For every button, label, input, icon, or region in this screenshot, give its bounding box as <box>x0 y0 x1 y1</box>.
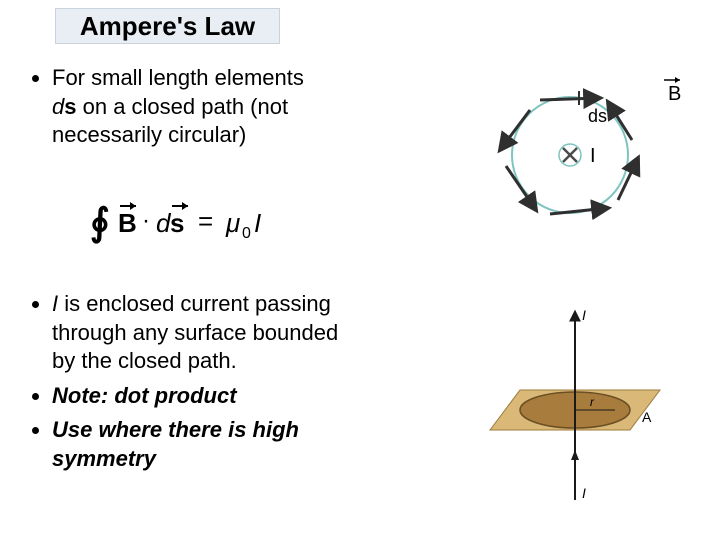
ampere-equation: ∮ B · d s = μ 0 I <box>90 190 320 260</box>
loop-diagram: ds B I <box>480 60 690 240</box>
ds-label: ds <box>588 106 607 126</box>
surface-diagram: r A I I <box>470 300 680 510</box>
bullet-ds-pre: For small length elements <box>52 65 304 90</box>
bullet-I-post: is enclosed current passing through any … <box>52 291 338 373</box>
tangent-arrow-ur <box>608 102 632 140</box>
eq-s: s <box>170 208 184 238</box>
bullet-symmetry: Use where there is high symmetry <box>52 416 360 473</box>
tangent-arrow-ll <box>506 166 536 210</box>
tangent-arrow-ul <box>500 110 530 150</box>
eq-I: I <box>254 208 261 238</box>
bullet-ds: For small length elements ds on a closed… <box>52 64 330 150</box>
bullet-dot-product: Note: dot product <box>52 382 360 411</box>
bullet-ds-d: d <box>52 94 64 119</box>
current-arrow-bottom <box>571 450 579 460</box>
eq-B: B <box>118 208 137 238</box>
slide-title: Ampere's Law <box>80 11 255 42</box>
bullet-ds-post: on a closed path (not necessarily circul… <box>52 94 288 148</box>
bullet-ds-s: s <box>64 94 76 119</box>
I-label: I <box>590 145 596 167</box>
eq-equals: = <box>198 206 213 236</box>
eq-mu: μ <box>225 208 240 238</box>
bullets-bottom: I is enclosed current passing through an… <box>30 290 360 480</box>
tangent-arrow-top <box>540 98 600 100</box>
bullet-enclosed-current: I is enclosed current passing through an… <box>52 290 360 376</box>
B-label: B <box>668 83 681 105</box>
I-label-top: I <box>582 307 586 323</box>
I-label-bottom: I <box>582 485 586 501</box>
title-bar: Ampere's Law <box>55 8 280 44</box>
A-label: A <box>642 409 652 425</box>
eq-dot: · <box>142 207 150 234</box>
eq-integral-sign: ∮ <box>90 202 110 244</box>
eq-mu-sub: 0 <box>242 225 251 242</box>
bullets-top: For small length elements ds on a closed… <box>30 64 330 156</box>
